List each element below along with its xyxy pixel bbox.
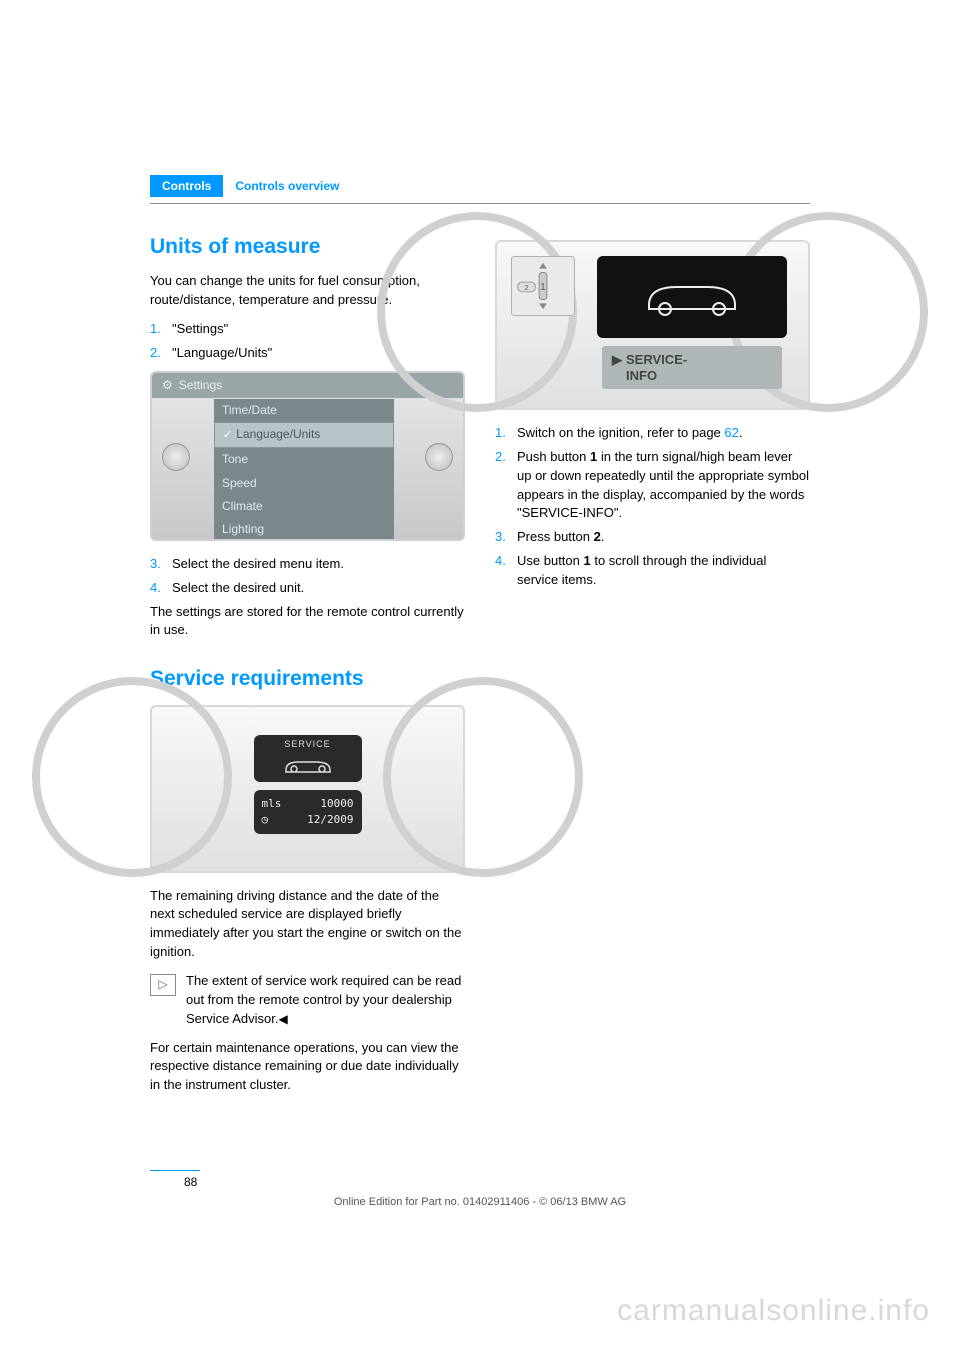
- page-number: 88: [184, 1175, 810, 1189]
- list-item: 2.Push button 1 in the turn signal/high …: [495, 448, 810, 523]
- service-info-line1: SERVICE-: [626, 352, 687, 367]
- footer-text: Online Edition for Part no. 01402911406 …: [0, 1196, 960, 1208]
- step-number: 1.: [495, 424, 517, 443]
- triangle-right-icon: ▶: [612, 352, 622, 367]
- tab-controls-overview: Controls overview: [223, 175, 351, 197]
- service-display-panel: SERVICE mls 10000 ◷ 12/2009: [254, 735, 362, 834]
- list-item: 3.Press button 2.: [495, 528, 810, 547]
- menu-item-climate: Climate: [214, 495, 394, 518]
- list-item: 3.Select the desired menu item.: [150, 555, 465, 574]
- settings-title: Settings: [179, 377, 222, 394]
- miles-value: 10000: [320, 796, 353, 812]
- service-date-row: ◷ 12/2009: [262, 812, 354, 828]
- header-rule: [150, 203, 810, 204]
- display-car-icon: [597, 256, 787, 338]
- list-item: 4.Select the desired unit.: [150, 579, 465, 598]
- step-text: Select the desired unit.: [172, 579, 304, 598]
- service-label: SERVICE: [254, 735, 362, 752]
- knob-right-icon: [425, 443, 453, 471]
- gauge-right-icon: [383, 677, 583, 877]
- note-end-icon: ◀: [279, 1012, 288, 1026]
- note-box: ▷ The extent of service work required ca…: [150, 972, 465, 1029]
- figure-service-info: 1 2 ▶ SERVICE- INFO: [495, 240, 810, 410]
- gear-icon: ⚙: [162, 377, 173, 394]
- right-column: 1 2 ▶ SERVICE- INFO: [495, 232, 810, 1105]
- clock-icon: ◷: [262, 812, 269, 828]
- note-text: The extent of service work required can …: [186, 972, 465, 1029]
- note-body: The extent of service work required can …: [186, 973, 461, 1026]
- menu-item-tone: Tone: [214, 448, 394, 471]
- figure-service-display: SERVICE mls 10000 ◷ 12/2009: [150, 705, 465, 873]
- menu-item-label: Language/Units: [236, 427, 320, 441]
- checkmark-icon: ✓: [223, 429, 232, 441]
- service-info-line2: INFO: [626, 368, 657, 383]
- step-number: 4.: [150, 579, 172, 598]
- step-number: 1.: [150, 320, 172, 339]
- step-number: 2.: [150, 344, 172, 363]
- step-text: "Settings": [172, 320, 228, 339]
- watermark: carmanualsonline.info: [617, 1294, 930, 1328]
- svg-text:2: 2: [524, 283, 528, 292]
- list-item: 4.Use button 1 to scroll through the ind…: [495, 552, 810, 590]
- step-text: Select the desired menu item.: [172, 555, 344, 574]
- step-text: Push button 1 in the turn signal/high be…: [517, 448, 810, 523]
- step-number: 3.: [150, 555, 172, 574]
- svg-text:1: 1: [540, 282, 545, 293]
- step-text: "Language/Units": [172, 344, 272, 363]
- step-text: Use button 1 to scroll through the indiv…: [517, 552, 810, 590]
- lever-diagram: 1 2: [511, 256, 575, 316]
- menu-item-time-date: Time/Date: [214, 399, 394, 422]
- service-paragraph-2: For certain maintenance operations, you …: [150, 1039, 465, 1096]
- breadcrumb-tabs: Controls Controls overview: [150, 175, 810, 197]
- steps-list-b: 3.Select the desired menu item. 4.Select…: [150, 555, 465, 598]
- page-content: Controls Controls overview Units of meas…: [150, 175, 810, 1105]
- note-icon: ▷: [150, 974, 176, 996]
- menu-item-lighting: Lighting: [214, 518, 394, 541]
- service-values-panel: mls 10000 ◷ 12/2009: [254, 790, 362, 834]
- page-link-62[interactable]: 62: [724, 425, 738, 440]
- car-icon: [254, 752, 362, 782]
- after-steps-paragraph: The settings are stored for the remote c…: [150, 603, 465, 641]
- date-value: 12/2009: [307, 812, 353, 828]
- service-miles-row: mls 10000: [262, 796, 354, 812]
- menu-item-speed: Speed: [214, 472, 394, 495]
- service-paragraph-1: The remaining driving distance and the d…: [150, 887, 465, 962]
- gauge-left-icon: [32, 677, 232, 877]
- button-ref-1b: 1: [584, 553, 591, 568]
- step-text: Press button 2.: [517, 528, 604, 547]
- step-text: Switch on the ignition, refer to page 62…: [517, 424, 743, 443]
- step-number: 3.: [495, 528, 517, 547]
- menu-item-language-units: ✓ Language/Units: [214, 422, 394, 448]
- service-info-label: ▶ SERVICE- INFO: [602, 346, 782, 389]
- figure-settings-menu: ⚙ Settings Time/Date ✓ Language/Units Ton…: [150, 371, 465, 541]
- two-column-layout: Units of measure You can change the unit…: [150, 232, 810, 1105]
- heading-service-requirements: Service requirements: [150, 664, 465, 694]
- knob-left-icon: [162, 443, 190, 471]
- list-item: 1.Switch on the ignition, refer to page …: [495, 424, 810, 443]
- step-number: 4.: [495, 552, 517, 590]
- tab-controls: Controls: [150, 175, 223, 197]
- steps-list-right: 1.Switch on the ignition, refer to page …: [495, 424, 810, 590]
- button-ref-2: 2: [594, 529, 601, 544]
- page-number-rule: [150, 1170, 200, 1171]
- settings-menu-list: Time/Date ✓ Language/Units Tone Speed Cli…: [214, 399, 394, 541]
- page-number-block: 88: [150, 1170, 810, 1189]
- miles-label: mls: [262, 796, 282, 812]
- step-number: 2.: [495, 448, 517, 523]
